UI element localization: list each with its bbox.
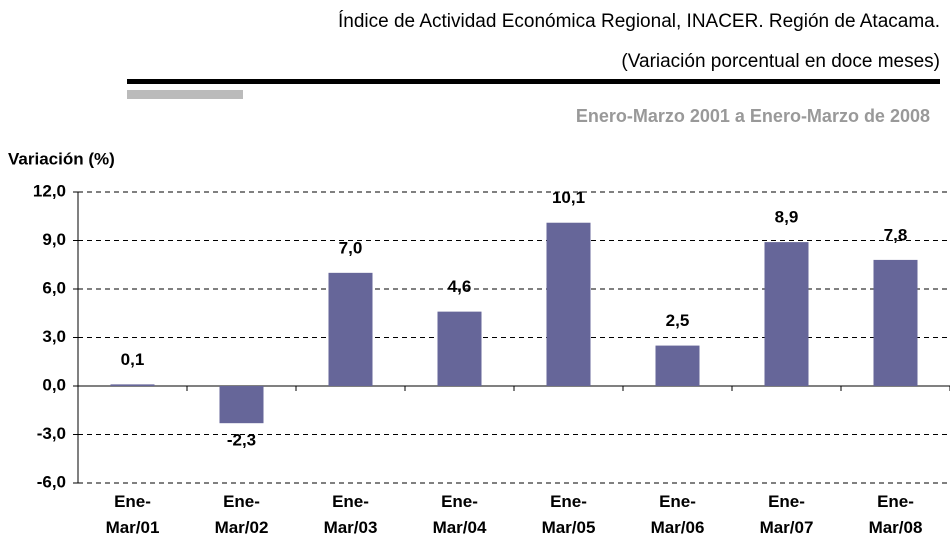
x-tick-label: Ene- Mar/05: [542, 492, 596, 537]
x-tick-line: Mar/02: [215, 518, 269, 537]
bar: [655, 345, 700, 386]
x-tick-label: Ene- Mar/08: [869, 492, 923, 537]
y-tick-label: -3,0: [37, 424, 66, 443]
x-tick-line: Ene-: [223, 492, 260, 511]
y-tick-label: 12,0: [33, 181, 66, 200]
bar: [110, 384, 155, 386]
value-label: 4,6: [448, 277, 472, 296]
bar: [437, 311, 482, 386]
x-tick-line: Ene-: [441, 492, 478, 511]
period: Enero-Marzo 2001 a Enero-Marzo de 2008: [576, 106, 930, 126]
bar: [328, 272, 373, 386]
x-tick-line: Mar/08: [869, 518, 923, 537]
value-label: -2,3: [227, 431, 256, 450]
x-tick-line: Mar/04: [433, 518, 487, 537]
value-label: 7,8: [884, 225, 908, 244]
y-tick-label: 6,0: [42, 278, 66, 297]
chart-subtitle: (Variación porcentual en doce meses): [621, 51, 940, 72]
header-accent: [127, 90, 243, 99]
x-tick-label: Ene- Mar/07: [760, 492, 814, 537]
value-label: 7,0: [339, 238, 363, 257]
value-label: 8,9: [775, 208, 799, 227]
x-tick-label: Ene- Mar/02: [215, 492, 269, 537]
x-tick-line: Ene-: [550, 492, 587, 511]
x-tick-label: Ene- Mar/03: [324, 492, 378, 537]
bar: [219, 386, 264, 424]
y-axis-title: Variación (%): [8, 149, 115, 168]
bar: [764, 242, 809, 386]
x-tick-line: Ene-: [332, 492, 369, 511]
x-tick-line: Ene-: [659, 492, 696, 511]
y-tick-label: -6,0: [37, 472, 66, 491]
x-tick-line: Mar/01: [106, 518, 160, 537]
value-label: 0,1: [121, 350, 145, 369]
y-tick-label: 0,0: [42, 375, 66, 394]
value-label: 10,1: [552, 188, 585, 207]
value-label: 2,5: [666, 311, 690, 330]
y-tick-label: 9,0: [42, 230, 66, 249]
x-tick-line: Ene-: [114, 492, 151, 511]
x-tick-line: Ene-: [768, 492, 805, 511]
x-tick-line: Mar/06: [651, 518, 705, 537]
x-tick-label: Ene- Mar/04: [433, 492, 487, 537]
bar: [873, 259, 918, 386]
x-tick-line: Ene-: [877, 492, 914, 511]
bar: [546, 222, 591, 386]
x-tick-label: Ene- Mar/01: [106, 492, 160, 537]
header-rule: [127, 79, 940, 84]
x-tick-line: Mar/05: [542, 518, 596, 537]
x-tick-label: Ene- Mar/06: [651, 492, 705, 537]
x-tick-line: Mar/03: [324, 518, 378, 537]
x-tick-line: Mar/07: [760, 518, 814, 537]
chart-title: Índice de Actividad Económica Regional, …: [338, 11, 940, 32]
y-tick-label: 3,0: [42, 327, 66, 346]
